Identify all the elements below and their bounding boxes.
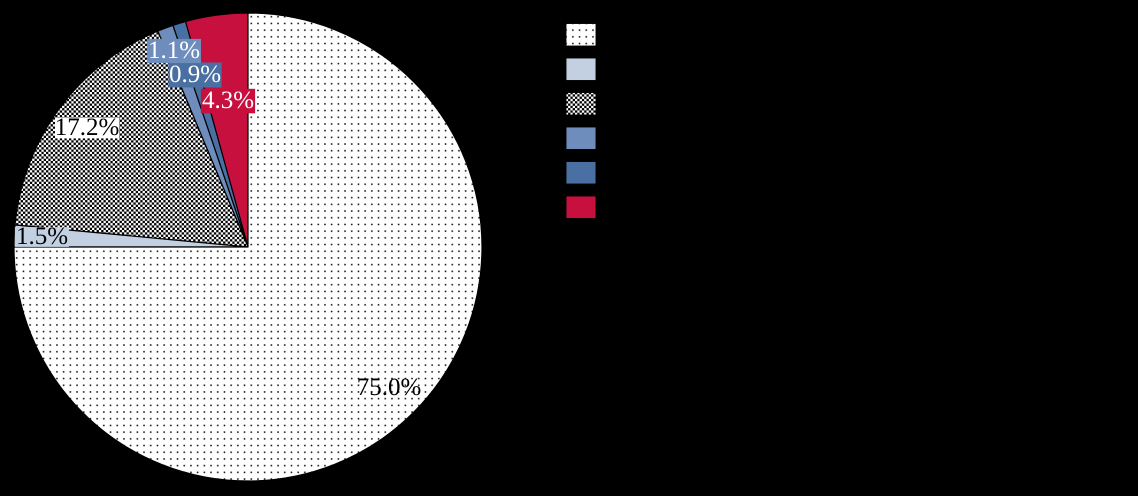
svg-text:1.1%: 1.1% <box>148 37 200 64</box>
svg-text:75.0%: 75.0% <box>357 374 422 401</box>
svg-text:0.9%: 0.9% <box>169 61 221 88</box>
svg-text:1.5%: 1.5% <box>16 223 68 250</box>
svg-text:4.3%: 4.3% <box>202 87 254 114</box>
svg-text:17.2%: 17.2% <box>55 114 120 141</box>
